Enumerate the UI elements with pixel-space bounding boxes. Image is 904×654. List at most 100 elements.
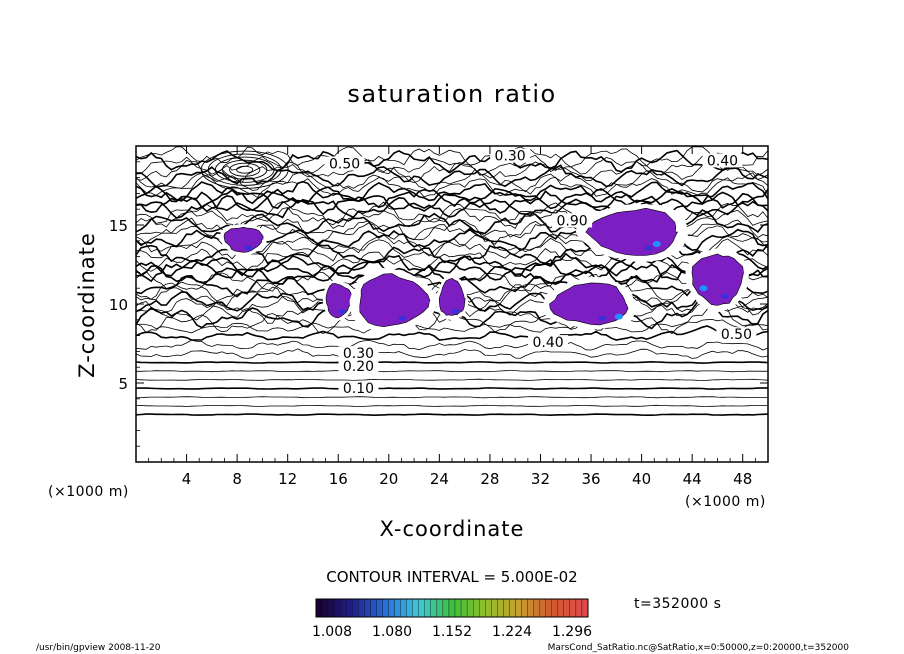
x-axis-ticks: 4 8 12 16 20 24 28 32 36 40 44 48: [148, 146, 756, 488]
contour-label: 0.40: [707, 153, 738, 169]
contour-ring: [200, 150, 289, 189]
colorbar-cell: [454, 598, 462, 618]
region-peak: [652, 240, 661, 247]
x-tick-label: 16: [329, 470, 348, 488]
contour-line: [135, 325, 769, 342]
contour-label: 0.30: [495, 149, 526, 165]
chart-title: saturation ratio: [347, 80, 556, 108]
supersaturated-region: [691, 253, 744, 306]
colorbar-cell: [473, 598, 480, 618]
contour-line: [135, 252, 769, 277]
colorbar-tick-label: 1.080: [372, 624, 412, 640]
colorbar-cell: [533, 598, 540, 618]
footer-left: /usr/bin/gpview 2008-11-20: [36, 643, 161, 653]
contour-line: [135, 396, 769, 399]
contour-label-bg: [324, 156, 365, 171]
colorbar-cell: [460, 598, 468, 618]
colorbar-cell: [430, 598, 438, 618]
y-tick-label: 15: [109, 217, 128, 235]
contour-line: [135, 360, 769, 364]
colorbar-frame: [315, 598, 589, 618]
region-peak: [614, 313, 623, 320]
x-tick-label: 24: [430, 470, 449, 488]
colorbar-cell: [497, 598, 504, 618]
colorbar-cell: [527, 598, 534, 618]
colorbar-tick-label: 1.152: [432, 624, 472, 640]
colorbar-tick-label: 1.008: [312, 624, 352, 640]
colorbar-tick-labels: 1.008 1.080 1.152 1.224 1.296: [312, 624, 592, 640]
y-axis-ticks: 5 10 15: [109, 161, 768, 447]
contour-line: [135, 339, 769, 351]
contour-line: [135, 154, 769, 177]
colorbar-cell: [545, 598, 552, 618]
contour-label-bg: [552, 213, 593, 228]
colorbar-cell: [509, 598, 516, 618]
contour-ring: [229, 162, 261, 177]
x-unit-label-right: (×1000 m): [685, 494, 766, 510]
contour-line: [135, 387, 769, 390]
colorbar-cell: [406, 598, 413, 618]
contour-line: [136, 370, 769, 373]
contour-labels: 0.100.200.300.40 0.500.50 0.30 0.400.90: [324, 148, 757, 397]
y-tick-label: 10: [109, 296, 128, 314]
colorbar-cell: [521, 598, 528, 618]
x-tick-label: 8: [232, 470, 242, 488]
x-tick-label: 28: [480, 470, 499, 488]
colorbar-cell: [346, 598, 353, 618]
contour-label: 0.40: [532, 335, 563, 351]
region-core: [644, 245, 653, 251]
contour-ring: [207, 153, 282, 186]
colorbar-cell: [327, 598, 335, 618]
x-axis-label: X-coordinate: [380, 517, 525, 541]
y-axis-label: Z-coordinate: [75, 232, 99, 378]
contour-line: [135, 413, 769, 417]
supersaturated-region: [549, 282, 629, 326]
y-tick-label: 5: [118, 375, 128, 393]
contour-label-bg: [338, 346, 379, 361]
footer-right: MarsCond_SatRatio.nc@SatRatio,x=0:50000,…: [548, 643, 850, 653]
x-tick-label: 12: [278, 470, 297, 488]
contour-label: 0.20: [343, 359, 374, 375]
colorbar-cell: [364, 598, 371, 618]
colorbar-cell: [388, 598, 395, 618]
x-tick-label: 36: [581, 470, 600, 488]
colorbar-cell: [418, 598, 425, 618]
contour-line: [135, 378, 769, 381]
contour-label: 0.10: [343, 381, 374, 397]
colorbar-tick-label: 1.224: [492, 624, 532, 640]
colorbar-cell: [424, 598, 431, 618]
colorbar-cell: [400, 598, 407, 618]
contour-line: [135, 194, 769, 219]
x-tick-label: 40: [632, 470, 651, 488]
contour-line: [135, 247, 769, 272]
contour-ring: [222, 159, 268, 180]
region-core: [245, 245, 254, 251]
colorbar-cell: [370, 598, 377, 618]
region-core: [338, 309, 347, 315]
colorbar-cell: [551, 598, 558, 618]
contour-interval-label: CONTOUR INTERVAL = 5.000E-02: [326, 568, 577, 586]
region-core: [398, 316, 407, 322]
contour-label: 0.50: [329, 157, 360, 173]
supersaturated-region: [359, 273, 431, 328]
colorbar-cell: [479, 598, 486, 618]
colorbar-cell: [358, 598, 365, 618]
colorbar-cell: [485, 598, 492, 618]
colorbar-cell: [315, 598, 323, 618]
contour-label: 0.30: [343, 346, 374, 362]
colorbar-cell: [503, 598, 510, 618]
contour-label-bg: [338, 358, 379, 373]
supersaturated-region: [438, 277, 466, 316]
contour-ring: [236, 165, 254, 174]
supersaturated-region: [325, 283, 353, 319]
colorbar-cell: [491, 598, 498, 618]
contour-line: [135, 174, 769, 198]
contour-label-bg: [338, 380, 379, 395]
colorbar: 1.008 1.080 1.152 1.224 1.296: [312, 598, 592, 640]
colorbar-cell: [466, 598, 474, 618]
contour-line: [135, 319, 769, 334]
contour-line: [135, 404, 768, 407]
x-tick-label: 20: [379, 470, 398, 488]
colorbar-cell: [515, 598, 522, 618]
